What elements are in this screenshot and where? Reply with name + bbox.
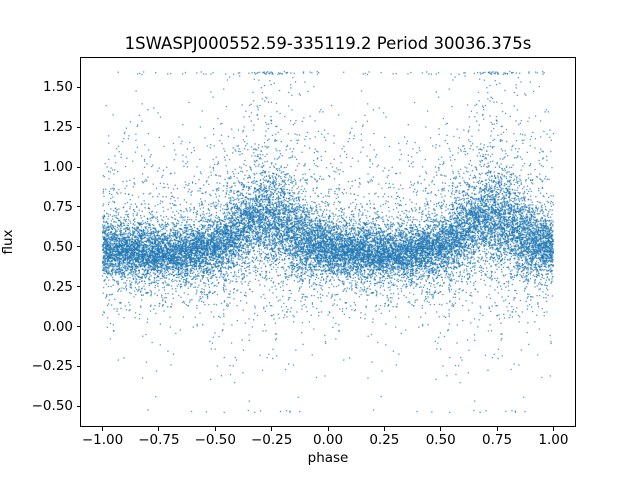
y-tick-label: −0.50 (31, 398, 73, 415)
y-tick-mark (76, 365, 80, 367)
chart-title: 1SWASPJ000552.59-335119.2 Period 30036.3… (124, 34, 532, 53)
plot-area (80, 57, 576, 427)
x-tick-mark (271, 427, 273, 431)
y-tick-label: 0.50 (42, 238, 73, 255)
x-tick-mark (102, 427, 104, 431)
y-tick-mark (76, 166, 80, 168)
x-tick-label: 0.25 (369, 432, 400, 448)
y-tick-label: −0.25 (31, 358, 73, 375)
x-tick-label: −0.25 (250, 432, 293, 448)
y-tick-mark (76, 326, 80, 328)
x-tick-mark (158, 427, 160, 431)
x-tick-label: 0.50 (425, 432, 456, 448)
x-axis-label: phase (307, 450, 349, 466)
y-tick-label: 0.75 (42, 198, 73, 215)
x-tick-label: −1.00 (81, 432, 124, 448)
x-tick-label: −0.50 (194, 432, 236, 448)
y-tick-label: 1.25 (42, 119, 73, 136)
x-tick-mark (552, 427, 554, 431)
x-tick-mark (440, 427, 442, 431)
y-tick-label: 0.25 (42, 278, 73, 295)
x-tick-mark (214, 427, 216, 431)
y-tick-mark (76, 86, 80, 88)
y-tick-mark (76, 126, 80, 128)
x-tick-mark (496, 427, 498, 431)
y-tick-mark (76, 206, 80, 208)
x-tick-label: 0.00 (312, 432, 344, 448)
x-tick-mark (327, 427, 329, 431)
y-tick-label: 1.00 (42, 159, 73, 176)
x-tick-label: 1.00 (538, 432, 569, 448)
x-tick-mark (383, 427, 385, 431)
y-tick-label: 1.50 (42, 79, 73, 96)
x-tick-label: −0.75 (138, 432, 180, 448)
y-tick-mark (76, 405, 80, 407)
x-tick-label: 0.75 (482, 432, 513, 448)
y-tick-label: 0.00 (42, 318, 73, 335)
y-tick-mark (76, 286, 80, 288)
y-tick-mark (76, 246, 80, 248)
